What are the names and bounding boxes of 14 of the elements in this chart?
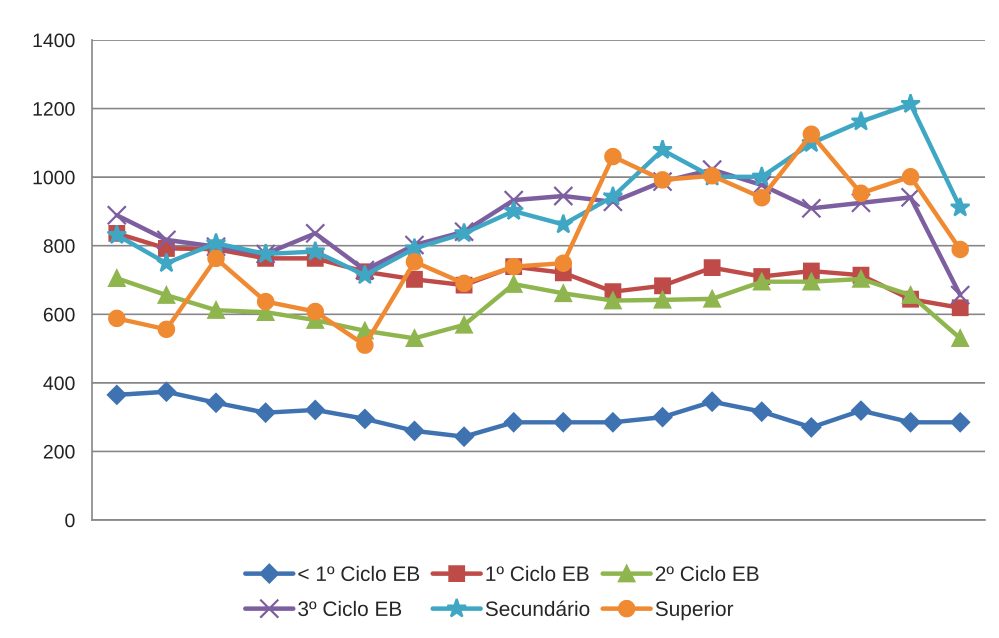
y-tick-label: 1200	[34, 102, 75, 116]
y-tick-label: 1400	[34, 33, 75, 48]
y-tick-label: 1000	[34, 170, 75, 184]
legend-label: Superior	[656, 600, 734, 620]
legend-label: Secundário	[486, 600, 590, 616]
legend-label: 2º Ciclo EB	[656, 566, 759, 582]
legend-label: 1º Ciclo EB	[486, 566, 589, 582]
y-tick-label: 800	[44, 239, 75, 253]
y-tick-label: 400	[43, 376, 75, 390]
y-tick-label: 600	[44, 308, 75, 322]
legend-label: 3º Ciclo EB	[298, 600, 402, 616]
legend-label: < 1º Ciclo EB	[298, 566, 420, 582]
y-tick-label: 0	[65, 513, 75, 528]
y-tick-label: 200	[44, 444, 75, 459]
